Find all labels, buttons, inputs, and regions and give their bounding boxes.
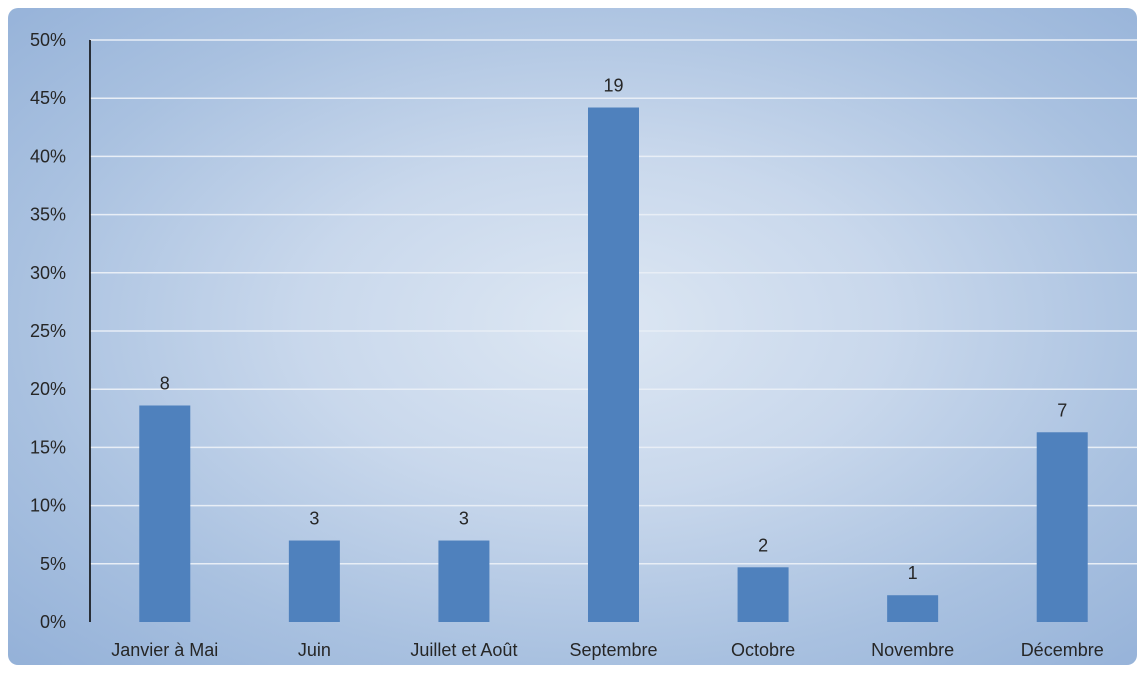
x-tick-label: Septembre (569, 640, 657, 660)
bar-chart: 0% 5% 10% 15% 20% 25% 30% 35% 40% 45% 50% 8 3 3 19 2 1 7… (30, 30, 1137, 660)
x-tick-label: Novembre (871, 640, 954, 660)
x-tick-label: Juin (298, 640, 331, 660)
data-label: 7 (1057, 400, 1067, 420)
bar (139, 405, 191, 622)
chart-frame: 0% 5% 10% 15% 20% 25% 30% 35% 40% 45% 50% 8 3 3 19 2 1 7… (8, 8, 1137, 665)
y-tick-label: 30% (30, 263, 66, 283)
bar (438, 540, 490, 622)
y-tick-label: 45% (30, 88, 66, 108)
bar (288, 540, 340, 622)
data-label: 3 (309, 509, 319, 529)
data-label: 2 (758, 535, 768, 555)
x-tick-label: Janvier à Mai (111, 640, 218, 660)
y-tick-label: 20% (30, 379, 66, 399)
y-tick-label: 0% (40, 612, 66, 632)
y-tick-label: 50% (30, 30, 66, 50)
x-tick-label: Juillet et Août (410, 640, 517, 660)
bar (588, 107, 639, 622)
x-axis-ticks: Janvier à Mai Juin Juillet et Août Septembr… (111, 640, 1103, 660)
bars (139, 107, 1088, 622)
data-label: 3 (459, 509, 469, 529)
x-tick-label: Octobre (731, 640, 795, 660)
data-labels: 8 3 3 19 2 1 7 (160, 76, 1067, 584)
bar (1036, 432, 1088, 622)
bar (887, 595, 939, 622)
y-tick-label: 40% (30, 146, 66, 166)
y-tick-label: 25% (30, 321, 66, 341)
bar (737, 567, 789, 622)
x-tick-label: Décembre (1021, 640, 1104, 660)
y-tick-label: 15% (30, 437, 66, 457)
y-axis-ticks: 0% 5% 10% 15% 20% 25% 30% 35% 40% 45% 50% (30, 30, 66, 632)
y-tick-label: 10% (30, 496, 66, 516)
data-label: 1 (908, 563, 918, 583)
data-label: 19 (603, 76, 623, 96)
y-tick-label: 35% (30, 205, 66, 225)
y-tick-label: 5% (40, 554, 66, 574)
data-label: 8 (160, 373, 170, 393)
